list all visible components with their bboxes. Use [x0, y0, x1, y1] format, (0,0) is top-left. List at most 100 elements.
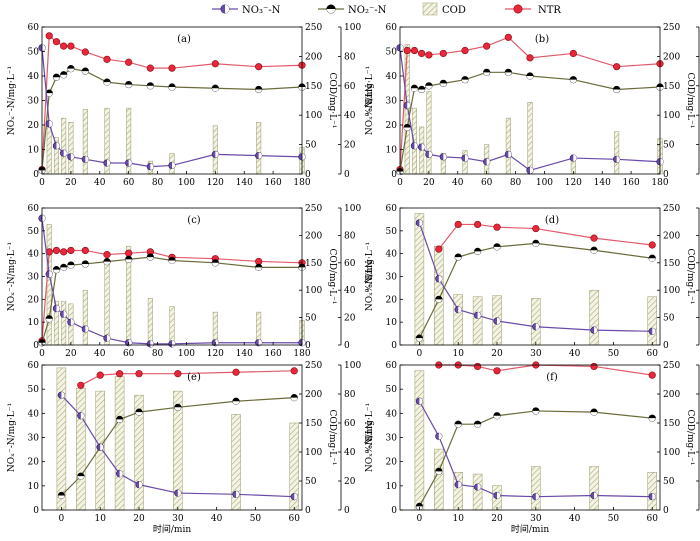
x-tick-label: 30 [530, 514, 542, 524]
ntr-point [474, 362, 482, 371]
left-y-tick-label: 10 [386, 482, 398, 492]
cod-y-tick-label: 0 [663, 170, 669, 180]
nitrate-point-half [100, 443, 104, 451]
nitrate-point-half [486, 158, 490, 166]
nitrite-point-half [493, 246, 501, 251]
left-y-tick-label: 10 [28, 318, 40, 328]
ntr-point [590, 362, 598, 371]
legend: NO₃⁻-N NO₂⁻-N COD NTR [212, 2, 561, 16]
ntr-point [532, 224, 540, 233]
nitrate-point-half [42, 214, 46, 222]
nitrate-point-half [530, 167, 534, 174]
left-y-tick-label: 30 [386, 434, 398, 444]
cod-y-tick-label: 100 [663, 448, 680, 458]
nitrate-point-half [421, 143, 425, 151]
left-y-tick-label: 60 [28, 204, 40, 214]
nitrite-point-half [147, 257, 154, 261]
cod-y-tick-label: 150 [663, 259, 680, 269]
x-tick-label: 0 [39, 349, 45, 359]
legend-ntr: NTR [505, 4, 561, 16]
nitrite-point-half [212, 262, 219, 267]
nitrite-point-half [403, 127, 411, 131]
left-y-tick-label: 60 [28, 23, 40, 33]
left-y-axis-title: NOₓ⁻-N/mg·L⁻¹ [365, 242, 375, 311]
cod-bar [212, 125, 218, 175]
nitrate-point-half [177, 489, 182, 497]
ntr-y-tick-label: 80 [344, 390, 356, 400]
x-tick-label: 0 [59, 514, 65, 524]
ntr-point [146, 64, 154, 72]
cod-bar [411, 107, 417, 175]
ntr-point [403, 46, 411, 55]
ntr-point [135, 370, 143, 378]
x-tick-label: 120 [207, 178, 224, 188]
ntr-point [52, 38, 61, 46]
nitrate-point-half [258, 339, 262, 347]
cod-bar [414, 370, 425, 511]
ntr-point [290, 367, 298, 375]
cod-y-tick-label: 0 [305, 170, 311, 180]
nitrate-point-half [56, 142, 60, 150]
cod-bar [589, 466, 599, 511]
ntr-y-tick-label: 20 [344, 314, 356, 324]
ntr-y-axis-title: NTR/% [362, 421, 372, 454]
cod-bar [169, 306, 175, 346]
x-tick-label: 60 [123, 178, 135, 188]
nitrite-point-half [77, 476, 85, 480]
nitrite-point-half [168, 87, 176, 91]
left-y-tick-label: 40 [28, 72, 40, 82]
cod-bar [434, 246, 444, 346]
left-y-axis-title: NOₓ⁻-N/mg·L⁻¹ [7, 242, 17, 311]
ntr-point [483, 42, 491, 50]
x-tick-label: 40 [211, 514, 223, 524]
left-y-tick-label: 0 [33, 341, 39, 351]
cod-bar [147, 298, 153, 346]
x-tick-label: 40 [94, 349, 106, 359]
panel-5: 0 10 20 30 40 50 60010203040506005010015020025… [7, 361, 372, 524]
x-tick-label: 60 [647, 514, 659, 524]
nitrate-line [418, 400, 653, 498]
nitrate-point-half [172, 340, 176, 348]
nitrate-point-half [573, 154, 577, 162]
cod-y-tick-label: 50 [663, 477, 675, 487]
nitrite-point-half [45, 318, 53, 323]
cod-y-axis-title: COD/mg·L⁻¹ [685, 409, 695, 465]
cod-y-axis-title: COD/mg·L⁻¹ [327, 409, 337, 465]
cod-y-tick-label: 0 [663, 506, 669, 516]
ntr-point [439, 49, 447, 58]
ntr-point [103, 55, 111, 63]
legend-nitrate-label: NO₃⁻-N [242, 5, 281, 16]
panel-label: (c) [187, 215, 201, 226]
cod-bar [104, 262, 110, 346]
nitrate-point-half [70, 153, 75, 161]
ntr-point [232, 368, 240, 376]
cod-bar [404, 44, 410, 175]
ntr-point [255, 257, 263, 266]
nitrite-point-half [174, 407, 182, 411]
ntr-line [438, 223, 653, 250]
x-tick-label: 0 [39, 178, 45, 188]
ntr-point [67, 246, 75, 255]
left-y-tick-label: 0 [391, 170, 397, 180]
nitrate-point-half [128, 339, 132, 347]
x-tick-label: 10 [452, 514, 464, 524]
nitrate-point-half [652, 493, 656, 501]
nitrate-point-half [139, 481, 143, 488]
nitrite-point-half [648, 258, 656, 262]
x-tick-label: 0 [417, 349, 423, 359]
left-y-tick-label: 30 [386, 273, 398, 283]
left-y-tick-label: 50 [386, 385, 398, 395]
panel-label: (b) [535, 34, 549, 45]
ntr-point [648, 371, 656, 379]
cod-bar [527, 102, 533, 175]
ntr-point [590, 234, 598, 242]
left-y-tick-label: 60 [386, 361, 398, 371]
ntr-point [125, 249, 133, 257]
left-y-tick-label: 20 [386, 295, 398, 305]
nitrate-point-half [477, 312, 481, 319]
x-tick-label: 120 [207, 349, 224, 359]
cod-bar [82, 109, 88, 175]
nitrite-point-half [290, 397, 298, 401]
cod-y-tick-label: 200 [663, 52, 680, 62]
nitrite-point-half [45, 93, 53, 97]
